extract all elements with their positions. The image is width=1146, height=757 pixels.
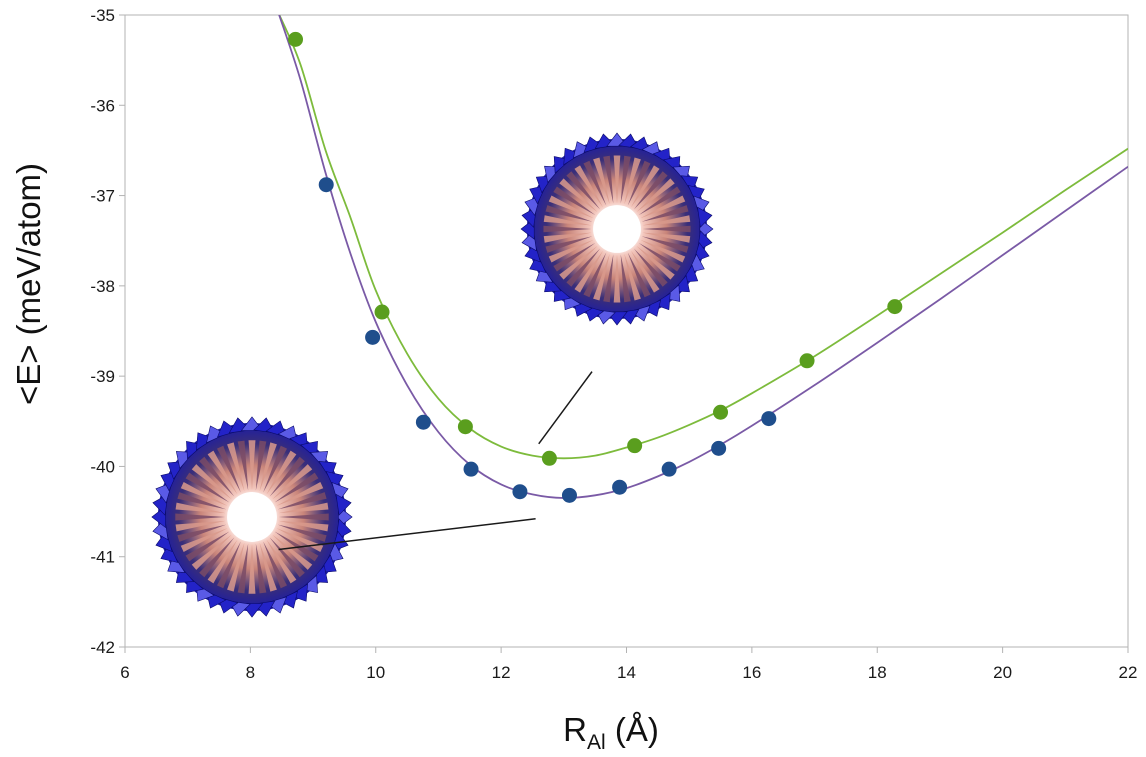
y-tick-label: -38 xyxy=(90,277,115,296)
x-tick-label: 12 xyxy=(492,663,511,682)
x-tick-label: 14 xyxy=(617,663,636,682)
data-point xyxy=(415,414,431,430)
y-axis-title: <E> (meV/atom) xyxy=(10,163,47,405)
fit-curve xyxy=(278,15,1128,460)
data-point xyxy=(713,404,729,420)
y-tick-label: -39 xyxy=(90,367,115,386)
x-axis-title-main: R xyxy=(563,711,587,748)
x-axis-title-unit: (Å) xyxy=(606,711,659,748)
y-tick-label: -36 xyxy=(90,96,115,115)
data-point xyxy=(374,304,390,320)
y-tick-label: -40 xyxy=(90,457,115,476)
data-point xyxy=(365,329,381,345)
data-point xyxy=(887,299,903,315)
fit-curve xyxy=(278,15,1128,499)
data-point xyxy=(288,31,304,47)
y-tick-label: -42 xyxy=(90,638,115,657)
y-tick-label: -35 xyxy=(90,6,115,25)
x-axis-ticks: 6 8 10 12 14 16 18 20 22 xyxy=(120,647,1137,682)
inset-pointer-line xyxy=(278,518,536,551)
data-point xyxy=(627,438,643,454)
nanotube-inset xyxy=(520,132,714,326)
data-point xyxy=(512,484,528,500)
x-tick-label: 20 xyxy=(993,663,1012,682)
data-points xyxy=(288,31,903,503)
data-point xyxy=(541,450,557,466)
fit-curves xyxy=(278,15,1128,499)
inset-pointer-line xyxy=(538,371,593,445)
data-point xyxy=(457,419,473,435)
x-tick-label: 6 xyxy=(120,663,129,682)
x-tick-label: 16 xyxy=(742,663,761,682)
x-tick-label: 8 xyxy=(246,663,255,682)
x-tick-label: 18 xyxy=(868,663,887,682)
data-point xyxy=(761,411,777,427)
data-point xyxy=(463,461,479,477)
data-point xyxy=(799,353,815,369)
data-point xyxy=(318,177,334,193)
y-tick-label: -41 xyxy=(90,548,115,567)
x-axis-title-subscript: Al xyxy=(587,731,606,754)
y-tick-label: -37 xyxy=(90,187,115,206)
data-point xyxy=(561,487,577,503)
nanotube-insets xyxy=(151,132,714,618)
data-point xyxy=(612,479,628,495)
x-tick-label: 10 xyxy=(366,663,385,682)
data-point xyxy=(661,461,677,477)
x-tick-label: 22 xyxy=(1119,663,1138,682)
nanotube-inset xyxy=(151,416,353,618)
data-point xyxy=(711,440,727,456)
y-axis-ticks: -35 -36 -37 -38 -39 -40 -41 -42 xyxy=(90,6,125,657)
x-axis-title: RAl (Å) xyxy=(563,711,659,754)
